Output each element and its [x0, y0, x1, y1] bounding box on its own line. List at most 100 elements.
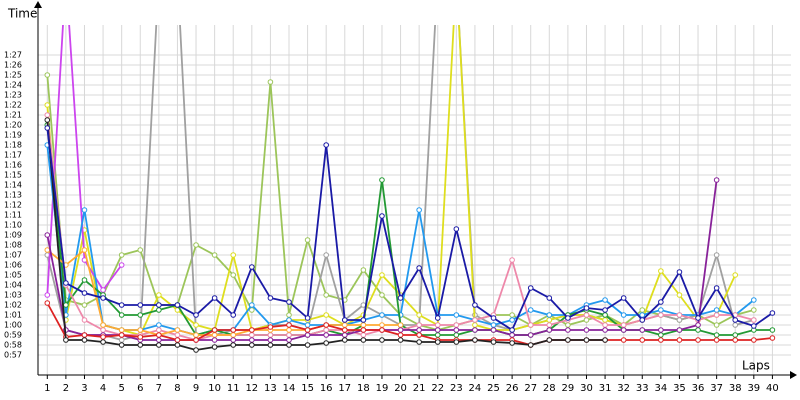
x-tick-label: 25 [487, 383, 500, 394]
point [100, 295, 106, 301]
point [379, 312, 385, 318]
point [527, 342, 534, 348]
point [732, 337, 739, 343]
point [639, 337, 646, 343]
point [193, 322, 199, 328]
point [434, 315, 441, 321]
point [360, 322, 367, 328]
point [453, 339, 460, 345]
point [509, 312, 515, 318]
point [602, 337, 608, 343]
point [416, 339, 422, 345]
x-tick-label: 26 [506, 383, 519, 394]
point [63, 337, 69, 343]
point [174, 342, 181, 348]
point [434, 332, 441, 338]
point [546, 327, 553, 333]
y-tick-label: 1:18 [4, 141, 22, 150]
point [509, 257, 515, 263]
point [341, 317, 348, 323]
point [713, 322, 720, 328]
point [416, 312, 422, 318]
point [323, 312, 329, 318]
point [304, 237, 311, 243]
point [379, 292, 385, 298]
point [230, 327, 237, 333]
y-tick-label: 1:24 [4, 81, 22, 90]
point [137, 342, 144, 348]
point [472, 327, 478, 333]
y-tick-label: 1:05 [4, 271, 22, 280]
point [360, 337, 367, 343]
point [490, 339, 497, 345]
point [267, 324, 274, 330]
x-tick-label: 9 [193, 383, 199, 394]
x-tick-label: 1 [44, 383, 50, 394]
point [509, 327, 515, 333]
series-line [46, 248, 401, 336]
point [546, 312, 553, 318]
point [230, 252, 237, 258]
point [63, 302, 69, 308]
x-tick-label: 22 [431, 383, 444, 394]
point [583, 327, 590, 333]
point [81, 277, 88, 283]
point [341, 337, 348, 343]
point [416, 322, 422, 328]
point [286, 342, 292, 348]
point [472, 317, 478, 323]
point [286, 312, 292, 318]
point [211, 295, 218, 301]
point [118, 262, 125, 268]
point [602, 317, 608, 323]
y-tick-label: 1:10 [4, 221, 22, 230]
point [453, 327, 460, 333]
point [44, 247, 51, 253]
point [397, 332, 404, 338]
point [620, 312, 627, 318]
x-tick-label: 39 [747, 383, 760, 394]
point [639, 307, 646, 313]
y-tick-label: 1:25 [4, 71, 22, 80]
y-tick-label: 1:11 [4, 211, 22, 220]
point [379, 213, 385, 219]
point [472, 302, 478, 308]
point [565, 315, 571, 321]
point [676, 312, 683, 318]
point [304, 315, 311, 321]
x-axis-label: Laps [742, 359, 770, 373]
x-tick-label: 23 [450, 383, 463, 394]
y-tick-label: 1:17 [4, 151, 22, 160]
plot-area [44, 25, 776, 353]
y-tick-label: 1:27 [4, 51, 22, 60]
point [713, 312, 720, 318]
point [509, 317, 515, 323]
point [304, 342, 311, 348]
point [490, 322, 497, 328]
x-tick-label: 35 [673, 383, 686, 394]
y-tick-label: 1:07 [4, 251, 22, 260]
point [44, 125, 51, 131]
point [527, 307, 534, 313]
x-tick-label: 15 [301, 383, 314, 394]
point [695, 327, 701, 333]
x-axis-arrow [790, 371, 797, 379]
y-tick-label: 1:14 [4, 181, 22, 190]
point [732, 272, 739, 278]
point [751, 297, 757, 303]
point [81, 337, 88, 343]
point [490, 327, 497, 333]
point [286, 337, 292, 343]
point [174, 302, 181, 308]
point [751, 323, 757, 329]
point [695, 322, 701, 328]
point [490, 315, 497, 321]
point [620, 322, 627, 328]
point [156, 327, 162, 333]
point [249, 342, 255, 348]
point [602, 297, 608, 303]
point [100, 322, 106, 328]
x-tick-label: 24 [469, 383, 482, 394]
point [620, 295, 627, 301]
point [434, 339, 441, 345]
